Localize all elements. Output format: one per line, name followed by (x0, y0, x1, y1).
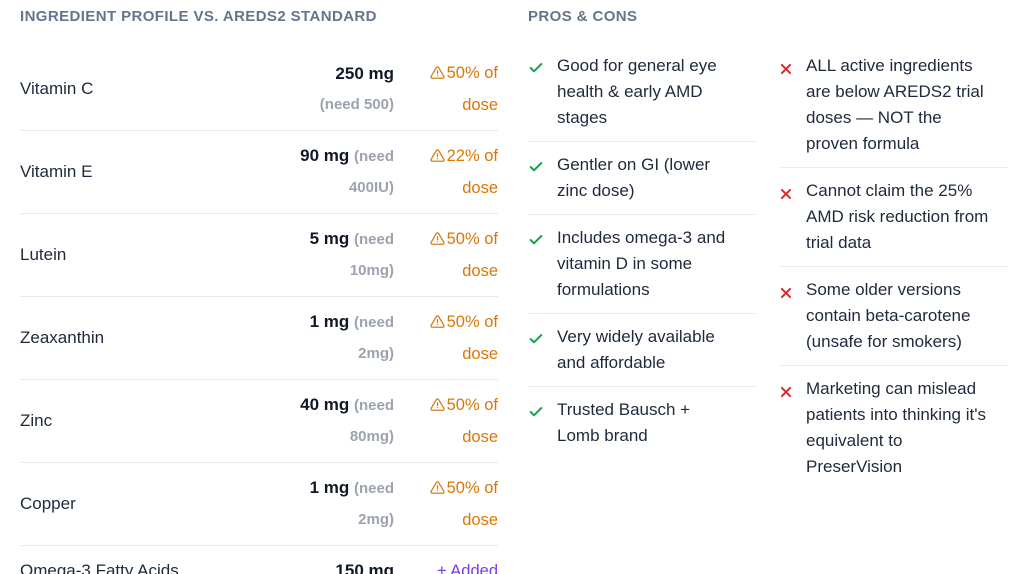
dose-status: 50% of dose (412, 473, 498, 535)
con-text: Some older versions contain beta-caroten… (806, 280, 971, 351)
pros-cons-title: PROS & CONS (528, 8, 638, 25)
table-row: Copper 1 mg (need 2mg) 50% of dose (20, 463, 498, 546)
check-icon (528, 324, 544, 355)
check-icon (528, 53, 544, 84)
ingredient-amount-cell: 90 mg (need 400IU) (296, 141, 394, 203)
con-item: Cannot claim the 25% AMD risk reduction … (779, 167, 1008, 266)
con-item: ALL active ingredients are below AREDS2 … (779, 48, 1008, 167)
warning-icon (429, 475, 445, 505)
dose-status-label: 50% of dose (446, 396, 498, 446)
ingredient-name: Lutein (20, 245, 67, 264)
ingredient-name: Omega-3 Fatty Acids (20, 561, 179, 574)
ingredient-table-title: INGREDIENT PROFILE VS. AREDS2 STANDARD (20, 8, 377, 25)
pro-item: Includes omega-3 and vitamin D in some f… (528, 214, 757, 313)
cons-list: ALL active ingredients are below AREDS2 … (779, 48, 1008, 490)
dose-status-label: 50% of dose (446, 313, 498, 363)
con-text: Marketing can mislead patients into thin… (806, 379, 986, 476)
table-row: Omega-3 Fatty Acids 150 mg + Added (20, 546, 498, 574)
ingredient-name: Vitamin C (20, 79, 94, 98)
required-dose: (need 2mg) (353, 480, 394, 528)
dose-status: 50% of dose (412, 224, 498, 286)
required-dose: (need 400IU) (348, 148, 394, 196)
pro-item: Gentler on GI (lower zinc dose) (528, 141, 757, 214)
pro-item: Very widely available and affordable (528, 313, 757, 386)
amount-value: 150 mg (335, 561, 394, 574)
table-row: Lutein 5 mg (need 10mg) 50% of dose (20, 214, 498, 297)
pro-text: Very widely available and affordable (557, 327, 715, 372)
required-dose: (need 10mg) (349, 231, 394, 279)
dose-status: + Added (412, 556, 498, 574)
pros-cons-grid: Good for general eye health & early AMD … (528, 48, 1008, 490)
required-dose: (need 80mg) (349, 397, 394, 445)
table-row: Zinc 40 mg (need 80mg) 50% of dose (20, 380, 498, 463)
ingredient-name: Zeaxanthin (20, 328, 105, 347)
check-icon (528, 152, 544, 183)
table-row: Vitamin E 90 mg (need 400IU) 22% of dose (20, 131, 498, 214)
pro-text: Trusted Bausch + Lomb brand (557, 400, 691, 445)
dose-status-label: 50% of dose (446, 479, 498, 529)
warning-icon (429, 309, 445, 339)
check-icon (528, 225, 544, 256)
ingredient-name: Vitamin E (20, 162, 93, 181)
dose-status: 22% of dose (412, 141, 498, 203)
dose-status: 50% of dose (412, 58, 498, 120)
ingredient-amount-cell: 40 mg (need 80mg) (296, 390, 394, 452)
pros-list: Good for general eye health & early AMD … (528, 48, 757, 490)
table-row: Zeaxanthin 1 mg (need 2mg) 50% of dose (20, 297, 498, 380)
pro-item: Good for general eye health & early AMD … (528, 48, 757, 141)
pro-text: Gentler on GI (lower zinc dose) (557, 155, 711, 200)
ingredient-amount-cell: 1 mg (need 2mg) (296, 473, 394, 535)
pro-text: Good for general eye health & early AMD … (557, 56, 717, 127)
con-item: Some older versions contain beta-caroten… (779, 266, 1008, 365)
dose-status: 50% of dose (412, 307, 498, 369)
dose-status: 50% of dose (412, 390, 498, 452)
con-text: Cannot claim the 25% AMD risk reduction … (806, 181, 989, 252)
amount-value: 5 mg (309, 229, 350, 248)
dose-status-label: 22% of dose (446, 147, 498, 197)
amount-value: 90 mg (300, 146, 350, 165)
dose-status-label: 50% of dose (446, 230, 498, 280)
dose-status-label: 50% of dose (446, 64, 498, 114)
ingredient-name: Copper (20, 494, 76, 513)
pro-item: Trusted Bausch + Lomb brand (528, 386, 757, 459)
amount-value: 250 mg (335, 63, 394, 83)
dose-status-label: + Added (436, 562, 498, 574)
con-item: Marketing can mislead patients into thin… (779, 365, 1008, 490)
ingredient-amount-cell: 250 mg (need 500) (296, 59, 394, 120)
required-dose: (need 2mg) (353, 314, 394, 362)
check-icon (528, 397, 544, 428)
table-row: Vitamin C 250 mg (need 500) 50% of dose (20, 48, 498, 131)
pros-cons-section: PROS & CONS Good for general eye health … (528, 8, 1008, 574)
ingredient-amount-cell: 150 mg (296, 556, 394, 574)
ingredient-table-section: INGREDIENT PROFILE VS. AREDS2 STANDARD V… (20, 8, 498, 574)
x-icon (779, 53, 793, 84)
amount-value: 1 mg (309, 478, 350, 497)
warning-icon (429, 392, 445, 422)
warning-icon (429, 226, 445, 256)
x-icon (779, 277, 793, 308)
con-text: ALL active ingredients are below AREDS2 … (806, 56, 984, 153)
warning-icon (429, 143, 445, 173)
ingredient-amount-cell: 5 mg (need 10mg) (296, 224, 394, 286)
ingredient-amount-cell: 1 mg (need 2mg) (296, 307, 394, 369)
required-dose: (need 500) (319, 95, 394, 113)
ingredient-name: Zinc (20, 411, 53, 430)
amount-value: 1 mg (309, 312, 350, 331)
x-icon (779, 376, 793, 407)
amount-value: 40 mg (300, 395, 350, 414)
warning-icon (429, 60, 445, 90)
x-icon (779, 178, 793, 209)
pro-text: Includes omega-3 and vitamin D in some f… (557, 228, 726, 299)
